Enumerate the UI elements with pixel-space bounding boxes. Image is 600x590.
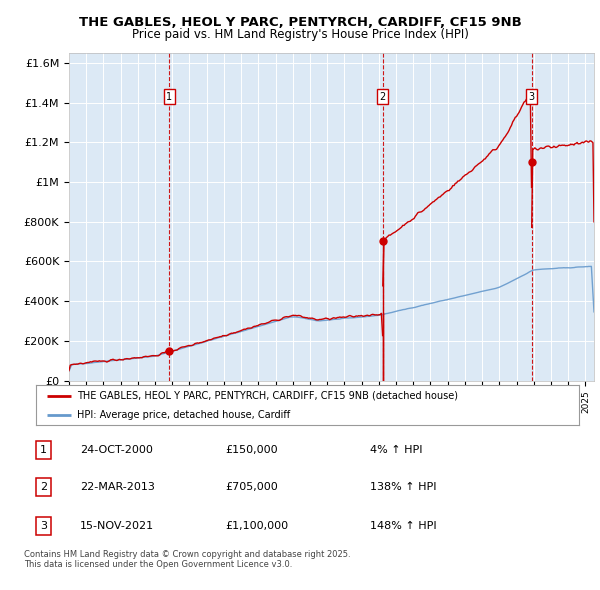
Text: THE GABLES, HEOL Y PARC, PENTYRCH, CARDIFF, CF15 9NB (detached house): THE GABLES, HEOL Y PARC, PENTYRCH, CARDI… [77,391,458,401]
Text: 4% ↑ HPI: 4% ↑ HPI [370,445,422,455]
Text: 1: 1 [166,92,172,101]
Text: 2: 2 [40,483,47,492]
Text: Contains HM Land Registry data © Crown copyright and database right 2025.
This d: Contains HM Land Registry data © Crown c… [24,550,350,569]
Text: £705,000: £705,000 [225,483,278,492]
Text: 22-MAR-2013: 22-MAR-2013 [80,483,155,492]
Text: £1,100,000: £1,100,000 [225,521,288,531]
Text: 138% ↑ HPI: 138% ↑ HPI [370,483,436,492]
Text: THE GABLES, HEOL Y PARC, PENTYRCH, CARDIFF, CF15 9NB: THE GABLES, HEOL Y PARC, PENTYRCH, CARDI… [79,16,521,29]
Text: HPI: Average price, detached house, Cardiff: HPI: Average price, detached house, Card… [77,410,290,419]
Text: 3: 3 [529,92,535,101]
Text: 24-OCT-2000: 24-OCT-2000 [80,445,152,455]
Text: 148% ↑ HPI: 148% ↑ HPI [370,521,437,531]
Text: £150,000: £150,000 [225,445,278,455]
Text: Price paid vs. HM Land Registry's House Price Index (HPI): Price paid vs. HM Land Registry's House … [131,28,469,41]
Text: 2: 2 [380,92,386,101]
Text: 3: 3 [40,521,47,531]
Text: 1: 1 [40,445,47,455]
Text: 15-NOV-2021: 15-NOV-2021 [80,521,154,531]
